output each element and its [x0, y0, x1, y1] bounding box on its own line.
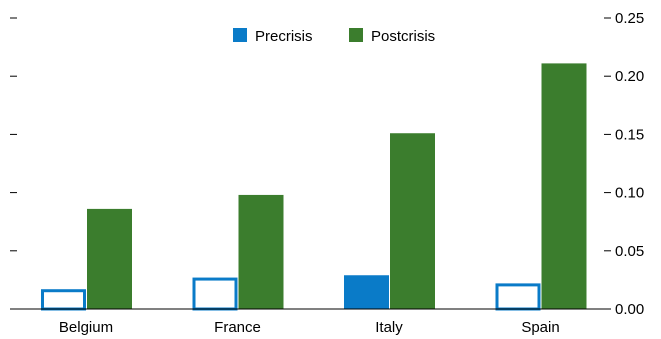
legend-swatch-precrisis: [233, 28, 247, 42]
x-tick-label: Spain: [521, 319, 559, 336]
bar-postcrisis-spain: [541, 63, 587, 310]
bar-postcrisis-france: [238, 194, 284, 309]
right-axis: 0.00 0.05 0.10 0.15 0.20 0.25: [604, 10, 644, 318]
y-tick-label: 0.05: [615, 243, 644, 260]
x-tick-label: France: [214, 319, 261, 336]
x-tick-label: Belgium: [59, 319, 113, 336]
legend-label-precrisis: Precrisis: [255, 28, 313, 45]
y-tick-label: 0.15: [615, 126, 644, 143]
legend-label-postcrisis: Postcrisis: [371, 28, 435, 45]
y-tick-label: 0.10: [615, 185, 644, 202]
left-axis-ticks: [10, 17, 17, 252]
legend-swatch-postcrisis: [349, 28, 363, 42]
x-tick-label: Italy: [375, 319, 403, 336]
bar-precrisis-france: [192, 277, 238, 311]
bar-precrisis-italy: [344, 275, 389, 309]
y-tick-label: 0.25: [615, 10, 644, 27]
bar-postcrisis-italy: [390, 133, 435, 309]
bar-precrisis-belgium: [41, 289, 86, 311]
bars: [41, 63, 587, 311]
bar-postcrisis-belgium: [87, 208, 132, 309]
y-tick-label: 0.20: [615, 68, 644, 85]
x-axis-labels: Belgium France Italy Spain: [59, 319, 560, 336]
y-tick-label: 0.00: [615, 301, 644, 318]
legend: Precrisis Postcrisis: [233, 28, 435, 45]
bar-precrisis-spain: [495, 283, 541, 311]
